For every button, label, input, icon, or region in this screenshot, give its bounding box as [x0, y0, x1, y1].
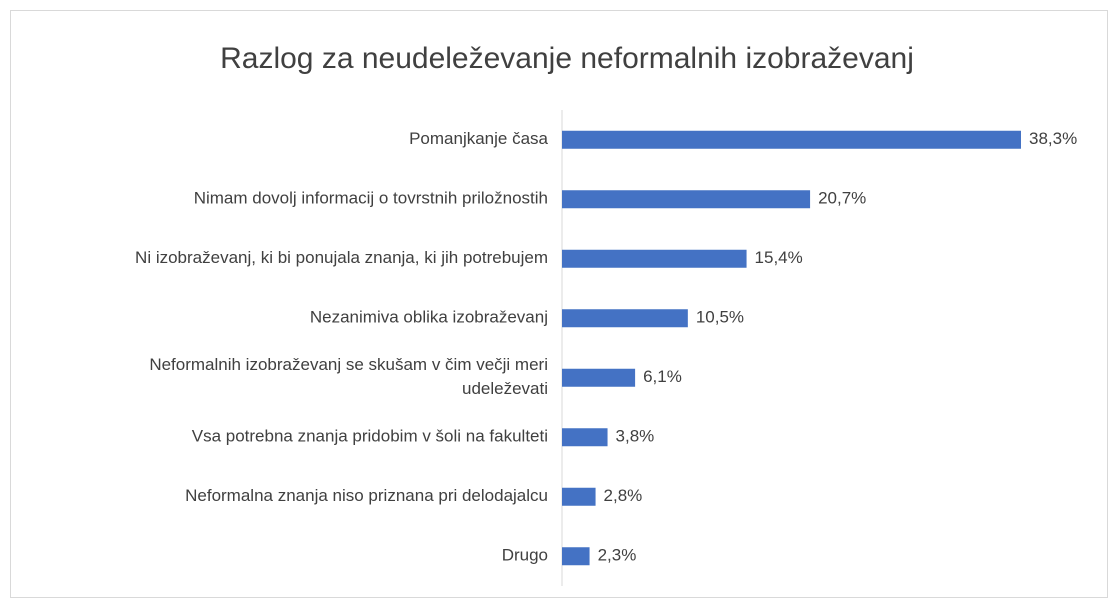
category-label: Nimam dovolj informacij o tovrstnih pril… [194, 189, 548, 208]
bar [562, 130, 1021, 149]
data-label: 2,3% [598, 546, 637, 565]
bar [562, 309, 688, 328]
data-label: 10,5% [696, 308, 744, 327]
category-label: Neformalna znanja niso priznana pri delo… [185, 486, 548, 505]
chart-border [10, 10, 1108, 598]
chart-title: Razlog za neudeleževanje neformalnih izo… [220, 42, 914, 75]
data-label: 3,8% [616, 427, 655, 446]
category-label: Neformalnih izobraževanj se skušam v čim… [149, 355, 548, 398]
category-label: Vsa potrebna znanja pridobim v šoli na f… [192, 427, 548, 446]
category-label: Drugo [502, 546, 548, 565]
bar [562, 428, 608, 447]
data-label: 6,1% [643, 367, 682, 386]
bar [562, 368, 636, 387]
category-label: Ni izobraževanj, ki bi ponujala znanja, … [135, 248, 548, 267]
bar [562, 190, 811, 209]
data-label: 20,7% [818, 189, 866, 208]
data-label: 15,4% [755, 248, 803, 267]
bar [562, 487, 596, 506]
data-label: 2,8% [604, 486, 643, 505]
category-label: Pomanjkanje časa [409, 129, 548, 148]
data-label: 38,3% [1029, 129, 1077, 148]
bar [562, 249, 747, 268]
bar [562, 547, 590, 566]
category-label: Nezanimiva oblika izobraževanj [310, 308, 548, 327]
